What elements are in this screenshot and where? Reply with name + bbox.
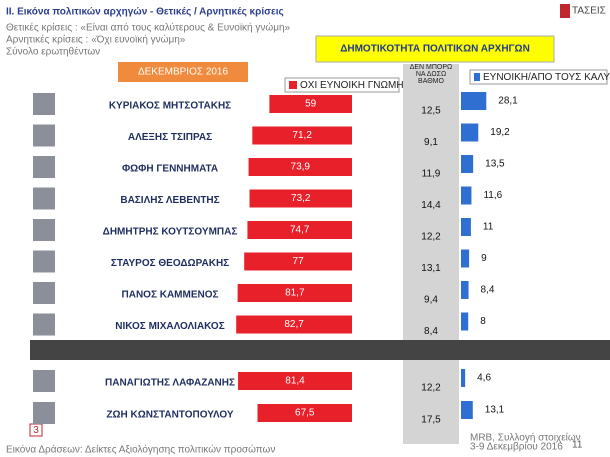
legend-swatch <box>474 73 480 81</box>
photo <box>33 124 55 147</box>
bar-negative <box>237 284 352 302</box>
value-label: 81,7 <box>285 288 305 299</box>
subtitle: Σύνολο ερωτηθέντων <box>6 46 100 58</box>
bar-negative <box>252 126 352 145</box>
value-label: 74,7 <box>290 225 310 236</box>
legend-box <box>469 69 608 85</box>
value-label: 9,4 <box>424 295 438 306</box>
period: ΔΕΚΕΜΒΡΙΟΣ 2016 <box>138 67 229 78</box>
bar-positive <box>461 249 470 268</box>
value-label: 19,2 <box>490 127 510 138</box>
value-label: 14,4 <box>421 200 441 211</box>
photo <box>33 282 55 304</box>
leader-name: ΠΑΝΑΓΙΩΤΗΣ ΛΑΦΑΖΑΝΗΣ <box>105 378 235 389</box>
bar-negative <box>269 95 352 113</box>
bar-negative <box>249 189 352 208</box>
bar-negative <box>244 252 352 271</box>
photo <box>33 370 55 392</box>
legend-label: ΔΕΝ ΜΠΟΡΩ ΝΑ ΔΩΣΩ ΒΑΘΜΟ <box>409 64 453 85</box>
dk-column <box>403 64 459 444</box>
leader-name: ΑΛΕΞΗΣ ΤΣΙΠΡΑΣ <box>128 132 212 143</box>
value-label: 13,1 <box>421 263 441 274</box>
bar-positive <box>461 92 487 110</box>
bar-positive <box>461 401 473 419</box>
value-label: 9 <box>481 253 487 264</box>
bar-positive <box>461 312 469 331</box>
photo <box>33 93 55 115</box>
bar-negative <box>257 404 352 422</box>
period-bg <box>118 62 248 82</box>
value-label: 11,9 <box>422 169 441 180</box>
photo <box>33 156 55 178</box>
separator <box>30 340 610 360</box>
bar-negative <box>236 315 352 334</box>
value-label: 12,5 <box>421 106 441 117</box>
leader-name: ΔΗΜΗΤΡΗΣ ΚΟΥΤΣΟΥΜΠΑΣ <box>103 227 238 238</box>
value-label: 13,1 <box>485 405 505 416</box>
value-label: 77 <box>293 256 305 267</box>
value-label: 82,7 <box>284 319 304 330</box>
legend-box: ΔΕΝ ΜΠΟΡΩ ΝΑ ΔΩΣΩ ΒΑΘΜΟ <box>409 64 453 85</box>
source: MRB, Συλλογή στοιχείων <box>470 432 581 444</box>
value-label: 12,2 <box>421 383 441 394</box>
box-title: ΔΗΜΟΤΙΚΟΤΗΤΑ ΠΟΛΙΤΙΚΩΝ ΑΡΧΗΓΩΝ <box>340 44 530 55</box>
value-label: 71,2 <box>292 130 312 141</box>
slide-tag: 3 <box>33 425 39 436</box>
bar-positive <box>461 186 472 205</box>
value-label: 9,1 <box>424 137 438 148</box>
legend-label: ΕΥΝΟΙΚΗ/ΑΠΟ ΤΟΥΣ ΚΑΛΥΤΕΡΟΥΣ <box>483 72 610 83</box>
leader-name: ΒΑΣΙΛΗΣ ΛΕΒΕΝΤΗΣ <box>120 195 219 206</box>
leader-name: ΣΤΑΥΡΟΣ ΘΕΟΔΩΡΑΚΗΣ <box>111 258 229 269</box>
leader-name: ΖΩΗ ΚΩΝΣΤΑΝΤΟΠΟΥΛΟΥ <box>106 410 233 421</box>
photo <box>33 219 55 241</box>
logo: ΤΑΣΕΙΣ <box>572 6 606 17</box>
photo <box>33 402 55 424</box>
value-label: 59 <box>305 99 317 110</box>
source: 3-9 Δεκεμβρίου 2016 <box>470 441 563 453</box>
bar-positive <box>461 123 479 142</box>
leader-name: ΚΥΡΙΑΚΟΣ ΜΗΤΣΟΤΑΚΗΣ <box>109 101 231 112</box>
bar-positive <box>461 369 466 387</box>
value-label: 67,5 <box>295 408 315 419</box>
photo <box>33 250 55 273</box>
value-label: 11,6 <box>483 190 502 201</box>
value-label: 17,5 <box>421 415 441 426</box>
leader-name: ΦΩΦΗ ΓΕΝΝΗΜΑΤΑ <box>122 164 218 175</box>
footer: Εικόνα Δράσεων: Δείκτες Αξιολόγησης πολι… <box>6 444 275 456</box>
photo <box>33 313 55 336</box>
value-label: 11 <box>483 222 494 233</box>
value-label: 8,4 <box>424 326 438 337</box>
subtitle: Αρνητικές κρίσεις : «Όχι ευνοϊκή γνώμη» <box>6 34 186 46</box>
leader-name: ΠΑΝΟΣ ΚΑΜΜΕΝΟΣ <box>122 290 219 301</box>
legend-box <box>284 77 400 93</box>
bar-negative <box>248 158 352 176</box>
legend-label: ΟΧΙ ΕΥΝΟΙΚΗ ΓΝΩΜΗ <box>300 80 404 91</box>
bar-positive <box>461 281 469 299</box>
value-label: 28,1 <box>498 96 518 107</box>
leader-name: ΝΙΚΟΣ ΜΙΧΑΛΟΛΙΑΚΟΣ <box>115 321 224 332</box>
title: ΙΙ. Εικόνα πολιτικών αρχηγών - Θετικές /… <box>6 7 284 18</box>
value-label: 12,2 <box>421 232 441 243</box>
value-label: 8 <box>480 316 486 327</box>
logo-mark <box>560 4 570 18</box>
value-label: 73,9 <box>291 162 311 173</box>
photo <box>33 187 55 210</box>
legend-swatch <box>289 81 297 89</box>
value-label: 4,6 <box>477 373 491 384</box>
value-label: 8,4 <box>481 285 495 296</box>
value-label: 73,2 <box>291 193 311 204</box>
bar-positive <box>461 218 471 236</box>
subtitle: Θετικές κρίσεις : «Είναι από τους καλύτε… <box>6 22 291 34</box>
bar-negative <box>247 221 352 239</box>
bar-negative <box>238 372 352 390</box>
box-title-bg <box>315 35 555 63</box>
page-number: 11 <box>572 440 583 451</box>
value-label: 13,5 <box>485 159 505 170</box>
bar-positive <box>461 155 474 173</box>
value-label: 81,4 <box>285 376 305 387</box>
